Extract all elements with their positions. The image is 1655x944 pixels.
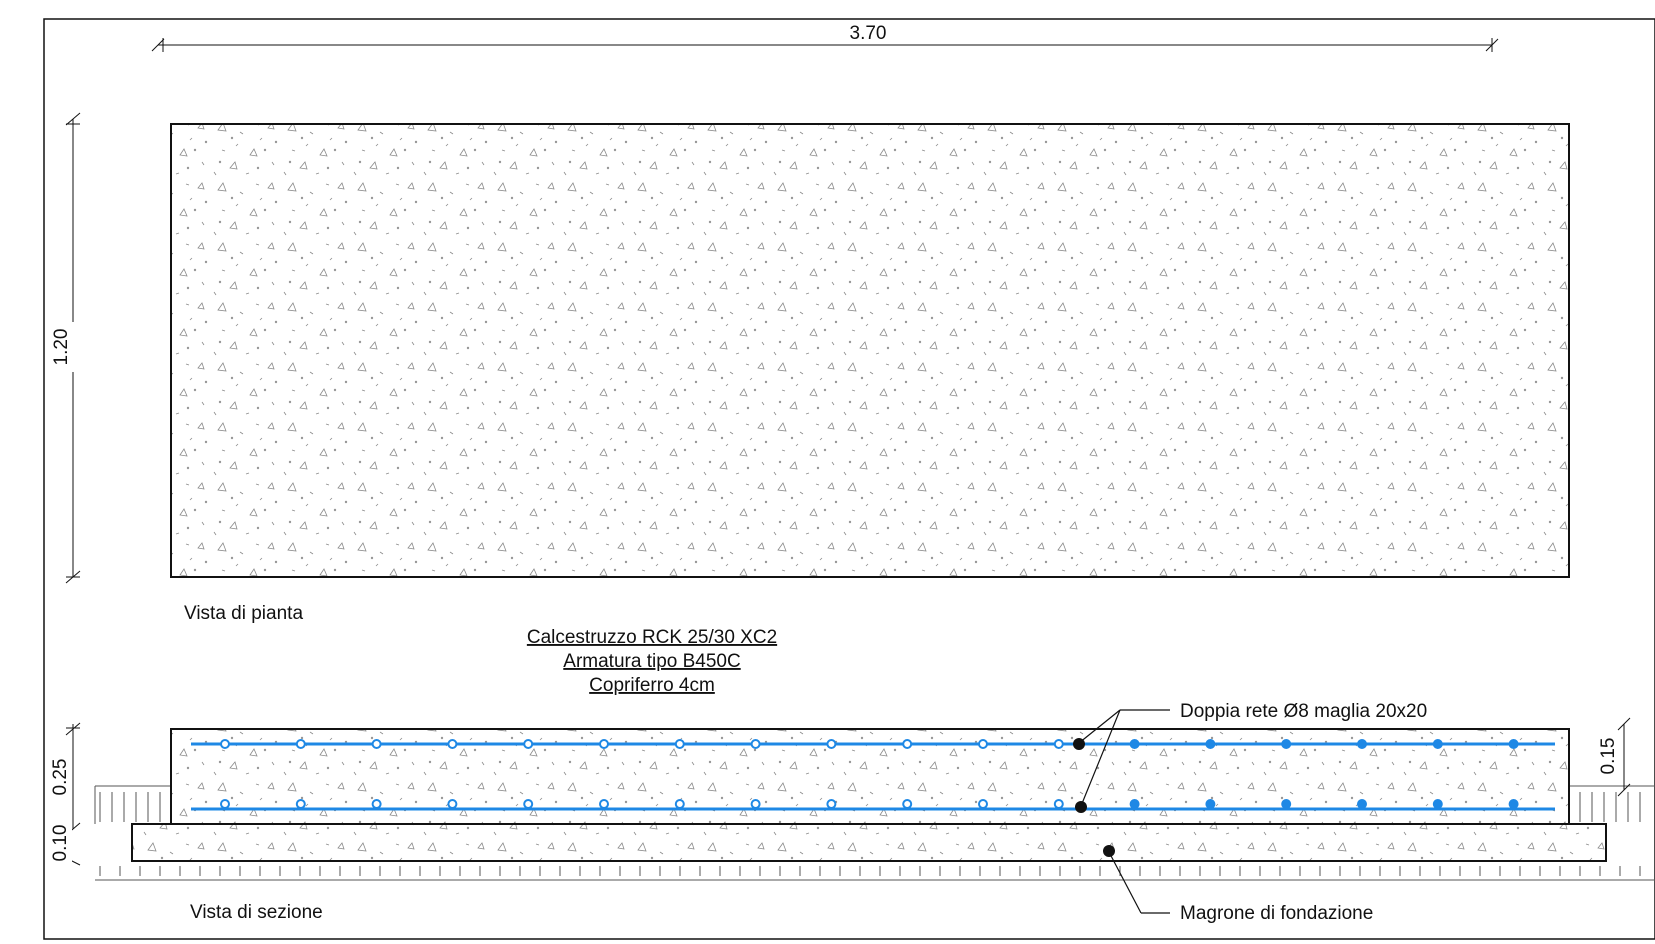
mesh-callout	[1078, 709, 1170, 807]
bottom-rebar-bar	[1508, 799, 1519, 809]
top-rebar-bar	[523, 739, 534, 749]
bottom-rebar-bar	[1432, 799, 1443, 809]
top-rebar-bar	[220, 739, 230, 749]
plan-view-label: Vista di pianta	[184, 603, 303, 624]
top-rebar-bar	[447, 739, 458, 749]
top-rebar-bar	[978, 739, 988, 749]
top-rebar-bar	[1053, 739, 1064, 749]
dimension-cover-offset-label: 0.15	[1598, 738, 1619, 775]
bottom-rebar-bar	[750, 799, 761, 809]
rebar-bars	[220, 739, 1519, 809]
lean-callout	[1108, 851, 1170, 914]
bottom-rebar-bar	[902, 799, 913, 809]
top-rebar-bar	[1432, 739, 1443, 749]
top-rebar-bar	[1508, 739, 1519, 749]
bottom-rebar-bar	[1129, 799, 1140, 809]
dimension-width-label: 3.70	[850, 23, 887, 44]
dimension-width	[151, 38, 1499, 52]
ground-ticks	[99, 866, 1641, 876]
bottom-rebar-bar	[295, 799, 306, 809]
section-view-label: Vista di sezione	[190, 902, 323, 923]
dimension-plan-height-label: 1.20	[51, 329, 72, 366]
bottom-rebar-bar	[826, 799, 837, 809]
bottom-rebar-bar	[674, 799, 685, 809]
ground-hatch	[94, 785, 1655, 881]
bottom-rebar-bar	[447, 799, 458, 809]
bottom-rebar-bar	[371, 799, 382, 809]
top-rebar-bar	[826, 739, 837, 749]
lean-callout-dot	[1103, 845, 1115, 857]
top-rebar-bar	[674, 739, 685, 749]
mesh-callout-label: Doppia rete Ø8 maglia 20x20	[1180, 701, 1427, 722]
bottom-rebar-bar	[978, 799, 988, 809]
top-rebar-bar	[1357, 739, 1367, 749]
top-rebar-bar	[1205, 739, 1216, 749]
dimension-slab-thickness-label: 0.25	[50, 759, 71, 796]
bottom-rebar-bar	[1053, 799, 1064, 809]
top-rebar-bar	[1281, 739, 1292, 749]
spec-cover: Copriferro 4cm	[589, 675, 715, 696]
bottom-rebar-bar	[599, 799, 609, 809]
dimension-lean-thickness-label: 0.10	[50, 825, 71, 862]
spec-concrete: Calcestruzzo RCK 25/30 XC2	[527, 627, 777, 648]
bottom-rebar-bar	[1281, 799, 1292, 809]
top-rebar-bar	[371, 739, 382, 749]
lean-concrete	[131, 823, 1607, 862]
mesh-callout-dot-bottom	[1075, 801, 1087, 813]
bottom-rebar-bar	[220, 799, 230, 809]
sheet-border	[43, 18, 1655, 940]
top-rebar-bar	[1129, 739, 1140, 749]
mesh-callout-dot-top	[1073, 738, 1085, 750]
spec-reinforcement: Armatura tipo B450C	[563, 651, 740, 672]
top-rebar-bar	[902, 739, 913, 749]
plan-view-slab	[170, 123, 1570, 578]
bottom-rebar-bar	[1357, 799, 1367, 809]
lean-callout-label: Magrone di fondazione	[1180, 903, 1373, 924]
bottom-rebar-bar	[523, 799, 534, 809]
top-rebar-bar	[295, 739, 306, 749]
bottom-rebar-bar	[1205, 799, 1216, 809]
dimension-cover-offset	[1617, 717, 1631, 797]
spec-notes: Calcestruzzo RCK 25/30 XC2 Armatura tipo…	[527, 627, 777, 696]
top-rebar-bar	[750, 739, 761, 749]
top-rebar-bar	[599, 739, 609, 749]
